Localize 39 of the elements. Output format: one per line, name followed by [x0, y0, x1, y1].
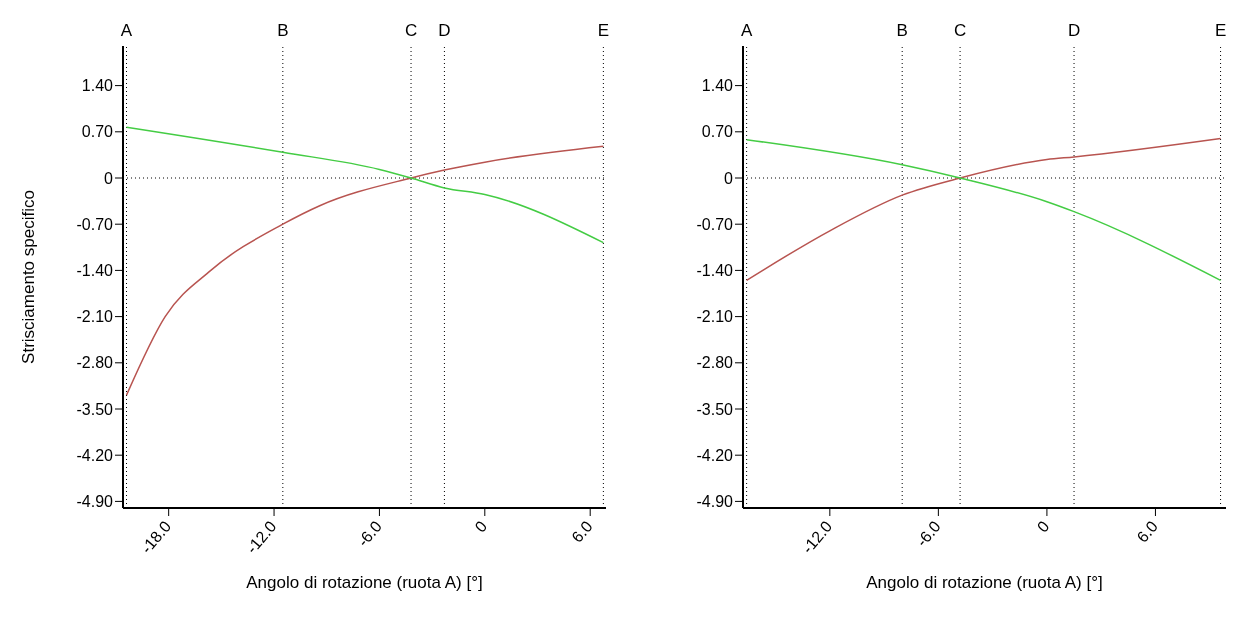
y-tick-label: -2.80 — [696, 354, 734, 372]
ref-line-label: D — [438, 21, 451, 40]
x-tick-label: 6.0 — [1133, 517, 1162, 546]
y-tick-label: -4.20 — [696, 446, 734, 464]
ref-line-label: C — [404, 21, 418, 40]
ref-line-label: A — [120, 21, 133, 40]
y-tick-label: -3.50 — [76, 400, 114, 418]
x-tick-label: -6.0 — [913, 517, 944, 550]
ref-line-label: E — [1214, 21, 1227, 40]
ref-line-label: E — [597, 21, 610, 40]
y-tick-label: -0.70 — [696, 215, 734, 233]
y-tick-label: -0.70 — [76, 215, 114, 233]
ref-line-label: D — [1067, 21, 1081, 40]
y-tick-label: 0 — [104, 169, 114, 187]
y-tick-label: -4.90 — [76, 493, 114, 511]
y-tick-label: -3.50 — [696, 400, 734, 418]
y-tick-label: 0 — [724, 169, 734, 187]
x-tick-label: -6.0 — [354, 517, 386, 550]
ref-line-label: A — [740, 21, 753, 40]
y-tick-label: -4.90 — [696, 493, 734, 511]
y-tick-label: 1.40 — [81, 77, 114, 95]
y-tick-label: -1.40 — [696, 262, 734, 280]
y-tick-label: -2.10 — [76, 308, 114, 326]
y-tick-label: -2.80 — [76, 354, 114, 372]
ref-line-label: B — [277, 21, 289, 40]
x-axis-title: Angolo di rotazione (ruota A) [°] — [866, 573, 1103, 592]
x-tick-label: 0 — [1033, 517, 1053, 536]
y-tick-label: 0.70 — [81, 123, 114, 141]
y-tick-label: 1.40 — [701, 77, 734, 95]
y-tick-label: -4.20 — [76, 446, 114, 464]
y-tick-label: -1.40 — [76, 262, 114, 280]
ref-line-label: B — [896, 21, 908, 40]
x-axis-title: Angolo di rotazione (ruota A) [°] — [246, 573, 483, 592]
y-tick-label: -2.10 — [696, 308, 734, 326]
x-tick-label: 6.0 — [568, 517, 596, 546]
y-axis-title: Strisciamento specifico — [19, 190, 39, 364]
y-tick-label: 0.70 — [701, 123, 734, 141]
ref-line-label: C — [953, 21, 967, 40]
x-tick-label: 0 — [471, 517, 491, 536]
